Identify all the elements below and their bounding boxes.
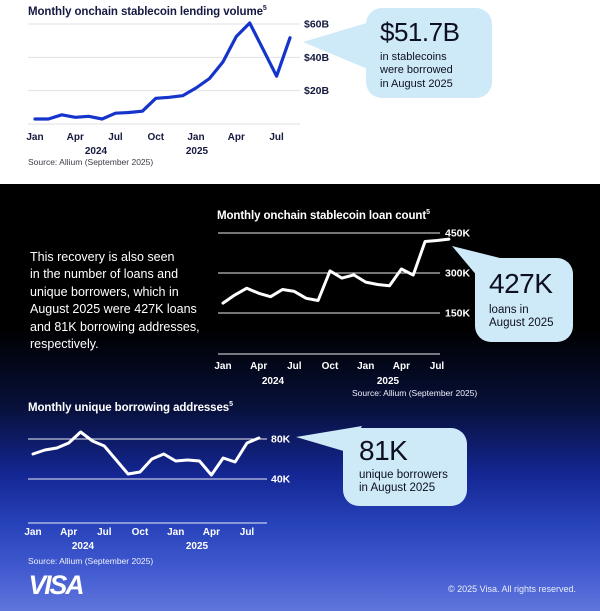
x-tick-label: Jan <box>214 361 231 372</box>
callout-loan-count: 427K loans in August 2025 <box>475 258 573 342</box>
callout-caption: in stablecoins were borrowed in August 2… <box>380 50 453 90</box>
y-tick-label: 80K <box>271 434 291 446</box>
year-label: 2025 <box>377 376 400 387</box>
x-tick-label: Apr <box>67 132 84 143</box>
x-tick-label: Jan <box>357 361 374 372</box>
footnote-marker: 5 <box>262 5 267 12</box>
y-tick-label: $20B <box>304 85 330 97</box>
chart-title-text: Monthly onchain stablecoin lending volum… <box>28 5 263 18</box>
callout-value: 81K <box>359 435 408 466</box>
chart-title-unique-borrowers: Monthly unique borrowing addresses5 <box>28 401 233 414</box>
x-tick-label: Jan <box>167 527 184 538</box>
x-tick-label: Oct <box>132 527 149 538</box>
x-tick-label: Jul <box>240 527 255 538</box>
callout-lending-volume: $51.7B in stablecoins were borrowed in A… <box>366 8 492 98</box>
year-label: 2024 <box>85 146 108 157</box>
year-label: 2025 <box>186 146 209 157</box>
y-tick-label: 450K <box>445 228 471 240</box>
year-label: 2024 <box>262 376 285 387</box>
y-tick-label: 300K <box>445 268 471 280</box>
callout-tail-shape <box>303 22 370 70</box>
x-tick-label: Jan <box>187 132 204 143</box>
footnote-marker: 5 <box>426 209 430 216</box>
y-tick-label: 40K <box>271 474 291 486</box>
year-label: 2024 <box>72 541 95 552</box>
chart-title-text: Monthly unique borrowing addresses <box>28 401 230 414</box>
callout-tail <box>452 246 500 277</box>
source-note: Source: Allium (September 2025) <box>28 157 154 167</box>
callout-value: 427K <box>489 268 553 299</box>
chart-title-text: Monthly onchain stablecoin loan count <box>217 209 427 222</box>
x-tick-label: Jul <box>97 527 112 538</box>
x-tick-label: Apr <box>203 527 220 538</box>
x-tick-label: Jul <box>430 361 445 372</box>
data-line-series <box>221 237 451 305</box>
x-tick-label: Jul <box>269 132 284 143</box>
visa-logo: VISA <box>28 570 85 600</box>
footnote-marker: 5 <box>229 401 233 408</box>
chart-title-loan-count: Monthly onchain stablecoin loan count5 <box>217 209 430 222</box>
dark-section: This recovery is also seen in the number… <box>0 184 600 611</box>
x-tick-label: Jan <box>24 527 41 538</box>
source-note: Source: Allium (September 2025) <box>352 388 478 398</box>
x-tick-label: Oct <box>147 132 164 143</box>
callout-unique-borrowers: 81K unique borrowers in August 2025 <box>343 428 467 506</box>
chart-title-lending-volume: Monthly onchain stablecoin lending volum… <box>28 5 267 18</box>
intro-text: This recovery is also seen in the number… <box>30 249 200 352</box>
x-tick-label: Apr <box>228 132 245 143</box>
lending-volume-section: Monthly onchain stablecoin lending volum… <box>0 0 600 184</box>
callout-tail-shape <box>452 246 500 277</box>
callout-value: $51.7B <box>380 17 460 47</box>
callout-tail <box>303 22 370 70</box>
data-line-series <box>33 21 292 121</box>
source-note: Source: Allium (September 2025) <box>28 556 154 566</box>
callout-caption: unique borrowers in August 2025 <box>359 468 448 495</box>
year-label: 2025 <box>186 541 209 552</box>
x-tick-label: Jul <box>108 132 123 143</box>
callout-caption: loans in August 2025 <box>489 303 554 330</box>
y-tick-label: $40B <box>304 52 330 64</box>
x-tick-label: Apr <box>393 361 410 372</box>
copyright-text: © 2025 Visa. All rights reserved. <box>447 584 576 594</box>
x-tick-label: Jul <box>287 361 302 372</box>
y-tick-label: $60B <box>304 18 330 30</box>
x-tick-label: Jan <box>26 132 43 143</box>
x-tick-label: Apr <box>60 527 77 538</box>
x-tick-label: Oct <box>322 361 339 372</box>
data-line-series <box>31 430 261 477</box>
y-tick-label: 150K <box>445 308 471 320</box>
x-tick-label: Apr <box>250 361 267 372</box>
